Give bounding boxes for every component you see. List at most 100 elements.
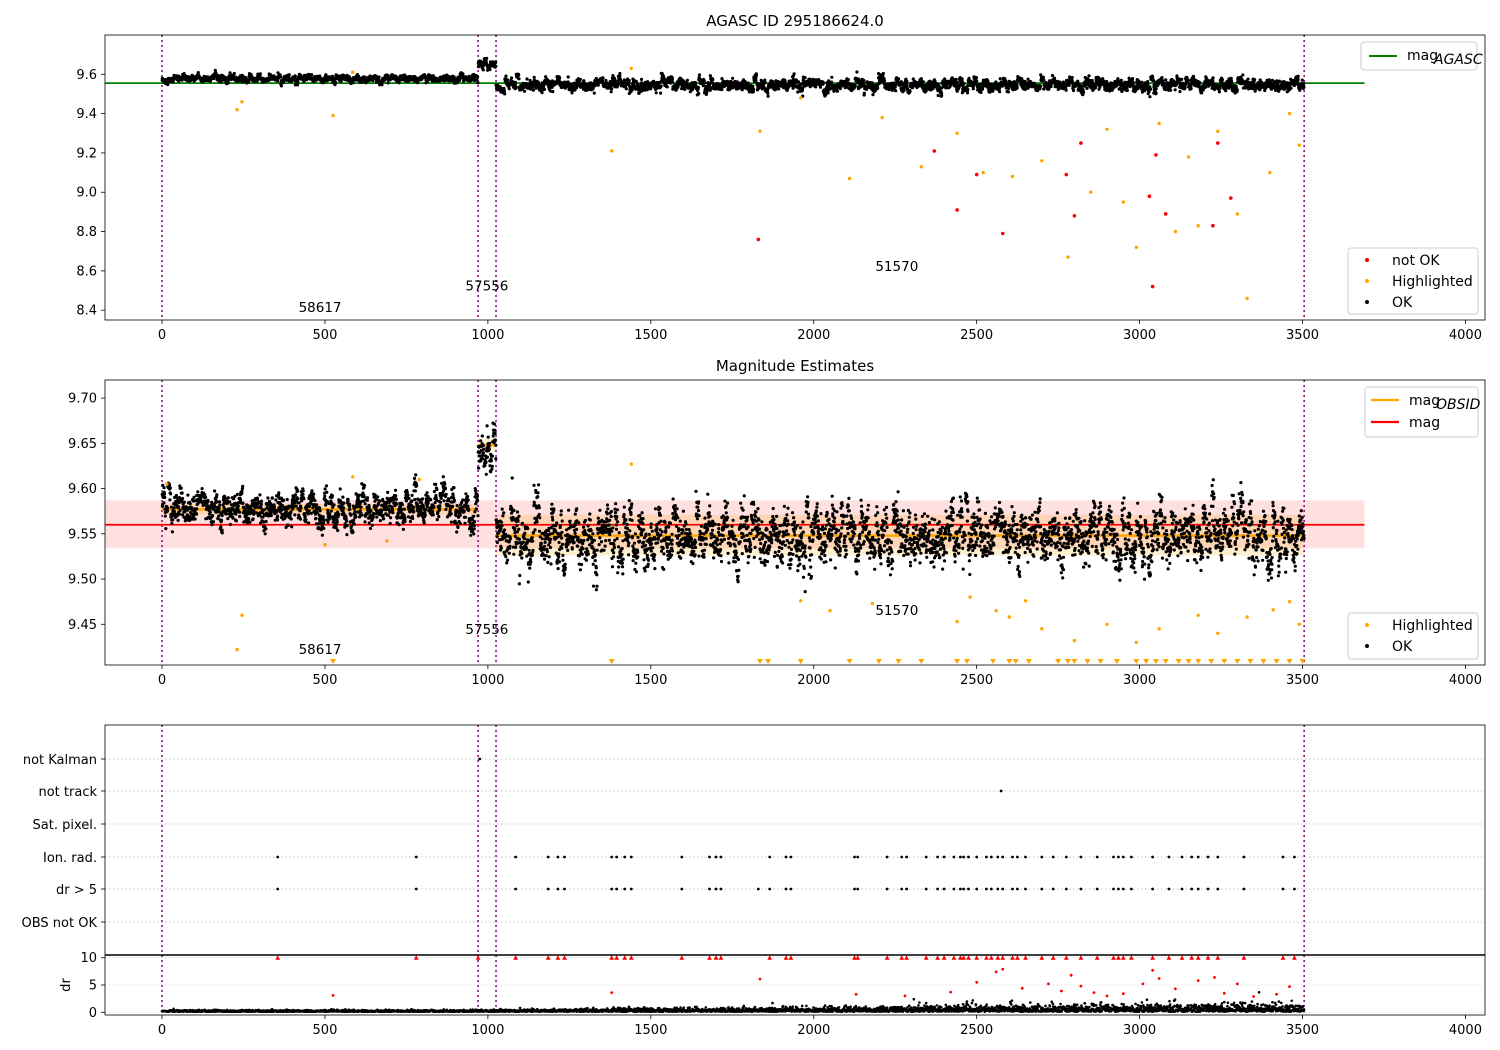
ok-point	[461, 72, 465, 76]
ok-point	[1186, 78, 1190, 82]
ok-point	[179, 486, 183, 490]
ok-point	[846, 78, 850, 82]
ok-point	[1296, 74, 1300, 78]
ok-point	[192, 495, 196, 499]
ok-point	[279, 75, 283, 79]
highlighted-point	[629, 66, 633, 71]
ok-point	[670, 80, 675, 84]
ok-point	[186, 493, 190, 497]
ok-point	[1241, 73, 1245, 77]
ok-point	[551, 90, 555, 94]
ok-point	[188, 502, 192, 506]
ok-point	[1253, 78, 1257, 82]
ok-point	[502, 89, 506, 93]
ok-point	[1015, 86, 1019, 90]
ok-point	[1079, 83, 1083, 87]
ok-point	[182, 500, 186, 504]
ok-point	[164, 527, 168, 531]
not-ok-point	[1079, 141, 1083, 145]
ok-point	[331, 74, 335, 78]
highlighted-point	[1235, 212, 1240, 216]
ok-point	[166, 83, 170, 87]
ok-point	[247, 80, 251, 84]
not-ok-point	[974, 172, 979, 177]
highlighted-point	[919, 165, 923, 169]
ok-point	[998, 90, 1002, 94]
ok-point	[293, 74, 297, 78]
ok-point	[1042, 78, 1046, 82]
ok-point	[488, 67, 492, 72]
highlighted-point	[981, 170, 985, 175]
ok-point	[224, 75, 228, 80]
ok-point	[566, 75, 570, 79]
ok-point	[766, 94, 770, 98]
points-layer	[160, 56, 1306, 1013]
ok-point	[1302, 82, 1306, 86]
highlighted-point	[351, 70, 355, 75]
ok-point	[1154, 91, 1158, 95]
ok-point	[169, 505, 174, 509]
ok-point	[371, 79, 375, 83]
ok-point	[975, 79, 979, 83]
ok-point	[1125, 88, 1129, 93]
highlighted-point	[235, 108, 239, 112]
ok-point	[1289, 86, 1293, 90]
ok-point	[609, 90, 613, 94]
ok-point	[532, 75, 536, 79]
ok-point	[481, 68, 485, 72]
ok-point	[507, 87, 511, 91]
ok-point	[267, 78, 271, 82]
highlighted-point	[758, 129, 762, 133]
ok-point	[1220, 78, 1224, 82]
ok-point	[281, 81, 285, 85]
ok-point	[542, 87, 547, 91]
ok-point	[697, 73, 702, 77]
ok-point	[162, 486, 166, 490]
ok-point	[212, 76, 216, 81]
ok-point	[1173, 88, 1177, 92]
ok-point	[754, 73, 759, 77]
ok-point	[386, 81, 390, 85]
ok-point	[835, 89, 840, 93]
highlighted-point	[847, 176, 852, 181]
ok-point	[881, 71, 885, 76]
ok-point	[821, 80, 825, 85]
ok-point	[862, 78, 866, 82]
ok-point	[163, 495, 167, 500]
highlighted-point	[1287, 111, 1292, 116]
ok-point	[659, 84, 663, 88]
ok-point	[897, 77, 901, 81]
highlighted-point	[955, 131, 959, 135]
ok-point	[1119, 78, 1123, 82]
ok-point	[921, 80, 926, 84]
ok-point	[1070, 75, 1074, 80]
ok-point	[570, 91, 574, 95]
ok-point	[334, 81, 338, 85]
ok-point	[1277, 79, 1281, 83]
ok-point	[908, 89, 912, 94]
ok-point	[1148, 95, 1152, 99]
ok-point	[830, 75, 834, 79]
ok-point	[596, 83, 600, 87]
ok-point	[1211, 79, 1215, 83]
ok-point	[165, 509, 169, 513]
ok-point	[1050, 73, 1055, 78]
ok-point	[731, 76, 735, 80]
ok-point	[177, 512, 181, 516]
ok-point	[517, 77, 521, 81]
ok-point	[1131, 77, 1135, 81]
ok-point	[659, 91, 663, 95]
highlighted-point	[1066, 255, 1070, 259]
ok-point	[195, 507, 199, 511]
ok-point	[193, 517, 197, 521]
ok-point	[870, 81, 875, 85]
ok-point	[694, 81, 698, 85]
ok-point	[190, 506, 194, 510]
ok-point	[1211, 76, 1215, 80]
ok-point	[171, 518, 175, 522]
highlighted-point	[1040, 159, 1044, 163]
ok-point	[531, 88, 536, 92]
not-ok-point	[1154, 153, 1158, 157]
highlighted-point	[1297, 143, 1302, 147]
ok-point	[494, 60, 498, 64]
